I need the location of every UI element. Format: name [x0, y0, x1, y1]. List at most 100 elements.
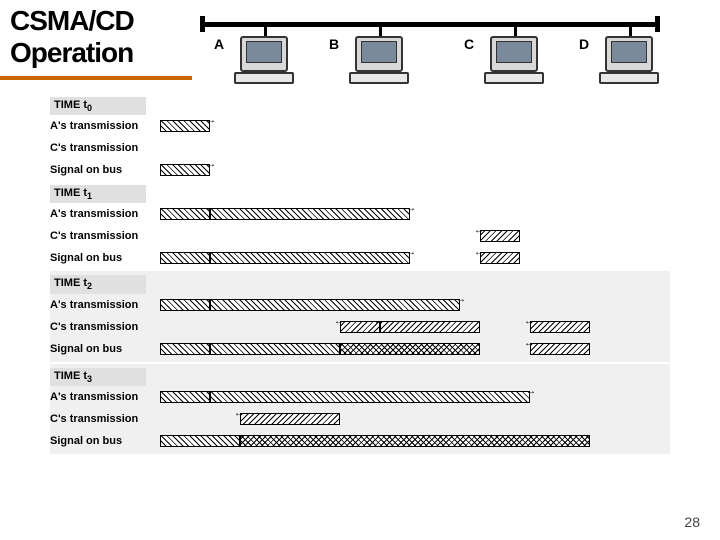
row-label: C's transmission [50, 230, 160, 242]
keyboard-icon [349, 72, 409, 84]
bus-topology-diagram: A B C D [200, 18, 660, 90]
screen [611, 41, 647, 63]
track [160, 140, 670, 156]
track: → [160, 162, 670, 178]
row-label: C's transmission [50, 321, 160, 333]
row-label: A's transmission [50, 120, 160, 132]
signal-segment [240, 435, 590, 447]
bus-terminator-left [200, 16, 205, 32]
signal-segment [210, 299, 460, 311]
signal-segment [480, 230, 520, 242]
time-block-t3: TIME t3A's transmission→→C's transmissio… [50, 364, 670, 454]
title-underline [0, 76, 192, 80]
arrow-right-icon: → [456, 295, 466, 305]
drop-cable [264, 22, 267, 36]
monitor-icon [355, 36, 403, 72]
row-label: A's transmission [50, 299, 160, 311]
signal-segment [160, 208, 210, 220]
signal-segment [160, 120, 210, 132]
arrow-left-icon: ← [374, 317, 384, 327]
row-label: A's transmission [50, 208, 160, 220]
signal-segment [160, 164, 210, 176]
time-header: TIME t2 [50, 275, 146, 293]
track: → [160, 433, 670, 449]
signal-segment [380, 321, 480, 333]
screen [361, 41, 397, 63]
timeline-row-c-transmission: C's transmission [50, 137, 670, 159]
keyboard-icon [234, 72, 294, 84]
time-header: TIME t0 [50, 97, 146, 115]
bus-terminator-right [655, 16, 660, 32]
track: ← [160, 228, 670, 244]
timeline-area: TIME t0A's transmission→C's transmission… [50, 95, 670, 456]
screen [246, 41, 282, 63]
timeline-row-c-transmission: C's transmission ← ← ← [50, 316, 670, 338]
arrow-left-icon: ← [334, 317, 344, 327]
track: →→ [160, 389, 670, 405]
track: →→ [160, 206, 670, 222]
track: →→← [160, 341, 670, 357]
station-label: D [579, 36, 589, 52]
timeline-row-signal-on-bus: Signal on bus → [50, 159, 670, 181]
monitor-icon [240, 36, 288, 72]
row-label: C's transmission [50, 413, 160, 425]
time-header: TIME t3 [50, 368, 146, 386]
station-label: A [214, 36, 224, 52]
row-label: Signal on bus [50, 252, 160, 264]
station-label: C [464, 36, 474, 52]
arrow-right-icon: → [406, 248, 416, 258]
timeline-row-a-transmission: A's transmission→→ [50, 294, 670, 316]
timeline-row-a-transmission: A's transmission→→ [50, 386, 670, 408]
arrow-right-icon: → [206, 116, 216, 126]
signal-segment [160, 435, 240, 447]
slide-title: CSMA/CD Operation [10, 5, 134, 69]
track: →→← [160, 250, 670, 266]
bus-cable [200, 22, 660, 27]
station-label: B [329, 36, 339, 52]
signal-segment [480, 252, 520, 264]
arrow-right-icon: → [526, 387, 536, 397]
signal-segment [530, 343, 590, 355]
drop-cable [514, 22, 517, 36]
arrow-left-icon: ← [524, 317, 534, 327]
time-block-t0: TIME t0 A's transmission → C's transmission… [50, 95, 670, 181]
timeline-row-a-transmission: A's transmission → [50, 115, 670, 137]
title-line-2: Operation [10, 37, 134, 69]
keyboard-icon [599, 72, 659, 84]
timeline-row-a-transmission: A's transmission→→ [50, 203, 670, 225]
signal-segment [240, 413, 340, 425]
time-block-t2: TIME t2A's transmission→→C's transmissio… [50, 271, 670, 361]
screen [496, 41, 532, 63]
signal-segment [160, 252, 210, 264]
arrow-left-icon: ← [524, 339, 534, 349]
signal-segment [210, 343, 340, 355]
page-number: 28 [684, 514, 700, 530]
time-block-t1: TIME t1A's transmission→→C's transmissio… [50, 183, 670, 269]
row-label: Signal on bus [50, 164, 160, 176]
arrow-right-icon: → [206, 160, 216, 170]
signal-segment [160, 391, 210, 403]
drop-cable [629, 22, 632, 36]
timeline-row-signal-on-bus: Signal on bus→→← [50, 338, 670, 360]
row-label: A's transmission [50, 391, 160, 403]
timeline-row-c-transmission: C's transmission ← [50, 408, 670, 430]
track: →→ [160, 297, 670, 313]
drop-cable [379, 22, 382, 36]
arrow-right-icon: → [406, 204, 416, 214]
row-label: Signal on bus [50, 435, 160, 447]
arrow-left-icon: ← [474, 248, 484, 258]
row-label: Signal on bus [50, 343, 160, 355]
track: ← ← ← [160, 319, 670, 335]
time-header: TIME t1 [50, 185, 146, 203]
signal-segment [530, 321, 590, 333]
signal-segment [210, 391, 530, 403]
signal-segment [340, 343, 480, 355]
signal-segment [210, 208, 410, 220]
row-label: C's transmission [50, 142, 160, 154]
signal-segment [160, 343, 210, 355]
monitor-icon [490, 36, 538, 72]
keyboard-icon [484, 72, 544, 84]
arrow-left-icon: ← [234, 409, 244, 419]
signal-segment [210, 252, 410, 264]
monitor-icon [605, 36, 653, 72]
